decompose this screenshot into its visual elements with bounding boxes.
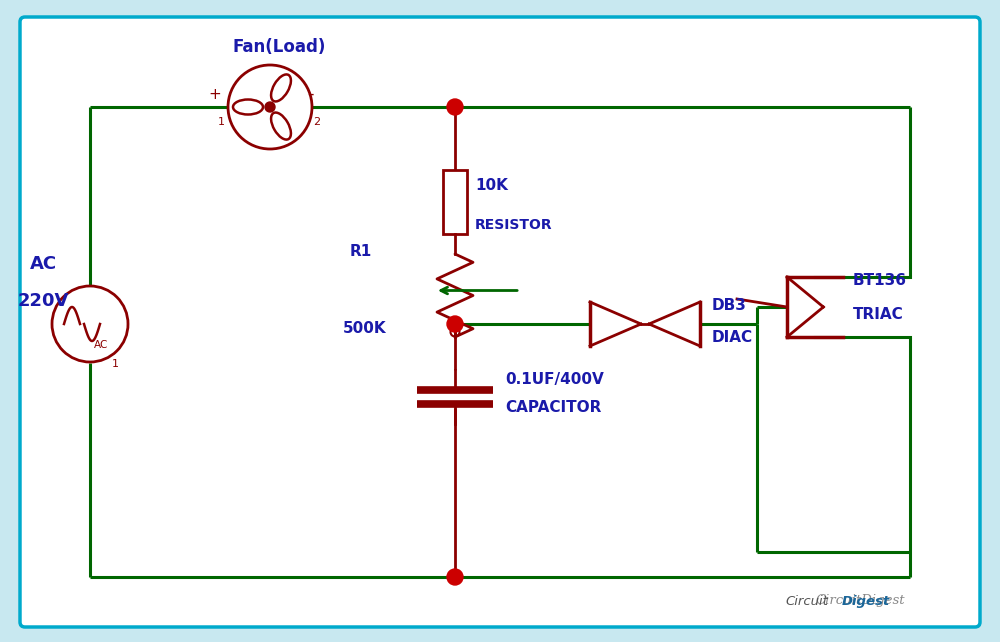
Circle shape [447, 316, 463, 332]
Text: 10K: 10K [475, 178, 508, 193]
Text: Digest: Digest [842, 595, 890, 608]
Text: +: + [208, 87, 221, 102]
Text: 500K: 500K [343, 321, 387, 336]
Text: Circuit: Circuit [785, 595, 828, 608]
Text: 2: 2 [313, 117, 320, 127]
Text: DB3: DB3 [712, 298, 747, 313]
Text: 220V: 220V [18, 292, 69, 310]
Text: CircuitDigest: CircuitDigest [815, 594, 905, 607]
Text: DIAC: DIAC [712, 330, 753, 345]
Circle shape [447, 569, 463, 585]
Text: R1: R1 [350, 244, 372, 259]
Circle shape [265, 102, 275, 112]
Text: 1: 1 [112, 359, 119, 369]
Bar [443, 170, 467, 234]
Text: 1: 1 [218, 117, 225, 127]
Text: -: - [307, 85, 314, 103]
Text: Fan(Load): Fan(Load) [232, 38, 325, 56]
Text: BT136: BT136 [853, 273, 907, 288]
Text: CAPACITOR: CAPACITOR [505, 400, 601, 415]
Text: AC: AC [94, 340, 108, 350]
Text: AC: AC [30, 255, 57, 273]
Text: 0.1UF/400V: 0.1UF/400V [505, 372, 604, 387]
Text: TRIAC: TRIAC [853, 307, 904, 322]
Circle shape [447, 99, 463, 115]
FancyBboxPatch shape [20, 17, 980, 627]
Text: RESISTOR: RESISTOR [475, 218, 553, 232]
